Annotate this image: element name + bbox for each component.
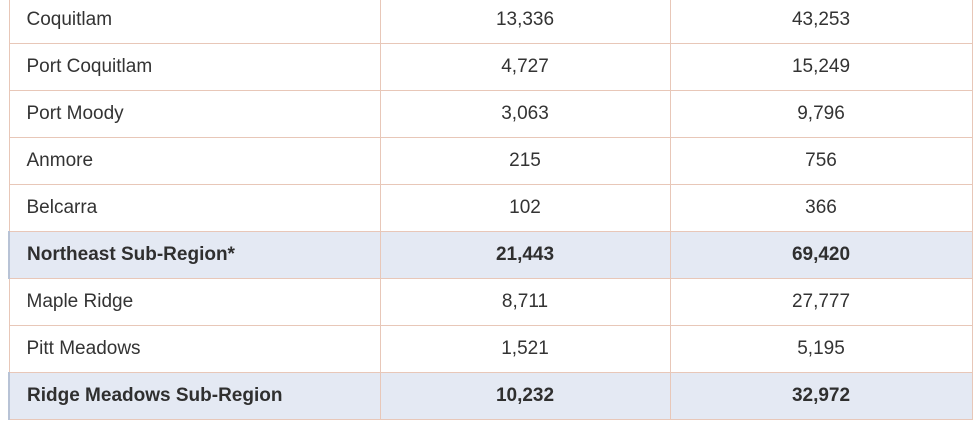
subtotal-name-cell: Ridge Meadows Sub-Region [8, 372, 381, 420]
subtotal-value-cell: 21,443 [379, 231, 671, 279]
row-value-cell: 102 [379, 184, 671, 232]
table-body: Coquitlam 13,336 43,253 Port Coquitlam 4… [8, 0, 973, 420]
row-value-cell: 756 [669, 137, 973, 185]
row-value-cell: 215 [379, 137, 671, 185]
row-value-cell: 5,195 [669, 325, 973, 373]
table-row: Anmore 215 756 [8, 137, 973, 185]
table-row: Belcarra 102 366 [8, 184, 973, 232]
subtotal-value-cell: 69,420 [669, 231, 973, 279]
table-row: Port Coquitlam 4,727 15,249 [8, 43, 973, 91]
row-value-cell: 43,253 [669, 0, 973, 44]
row-name-cell: Anmore [8, 137, 381, 185]
row-name-cell: Belcarra [8, 184, 381, 232]
row-name-cell: Coquitlam [8, 0, 381, 44]
row-name-cell: Port Moody [8, 90, 381, 138]
subtotal-value-cell: 10,232 [379, 372, 671, 420]
row-value-cell: 9,796 [669, 90, 973, 138]
row-value-cell: 4,727 [379, 43, 671, 91]
row-value-cell: 1,521 [379, 325, 671, 373]
row-value-cell: 13,336 [379, 0, 671, 44]
row-value-cell: 27,777 [669, 278, 973, 326]
table-row: Pitt Meadows 1,521 5,195 [8, 325, 973, 373]
row-value-cell: 15,249 [669, 43, 973, 91]
row-name-cell: Port Coquitlam [8, 43, 381, 91]
subtotal-value-cell: 32,972 [669, 372, 973, 420]
data-table-container: Coquitlam 13,336 43,253 Port Coquitlam 4… [8, 0, 973, 420]
row-value-cell: 366 [669, 184, 973, 232]
row-value-cell: 8,711 [379, 278, 671, 326]
row-value-cell: 3,063 [379, 90, 671, 138]
table-row: Coquitlam 13,336 43,253 [8, 0, 973, 44]
table-row: Port Moody 3,063 9,796 [8, 90, 973, 138]
municipality-table: Coquitlam 13,336 43,253 Port Coquitlam 4… [8, 0, 973, 420]
row-name-cell: Pitt Meadows [8, 325, 381, 373]
subtotal-row: Northeast Sub-Region* 21,443 69,420 [8, 231, 973, 279]
row-name-cell: Maple Ridge [8, 278, 381, 326]
subtotal-name-cell: Northeast Sub-Region* [8, 231, 381, 279]
subtotal-row: Ridge Meadows Sub-Region 10,232 32,972 [8, 372, 973, 420]
table-row: Maple Ridge 8,711 27,777 [8, 278, 973, 326]
